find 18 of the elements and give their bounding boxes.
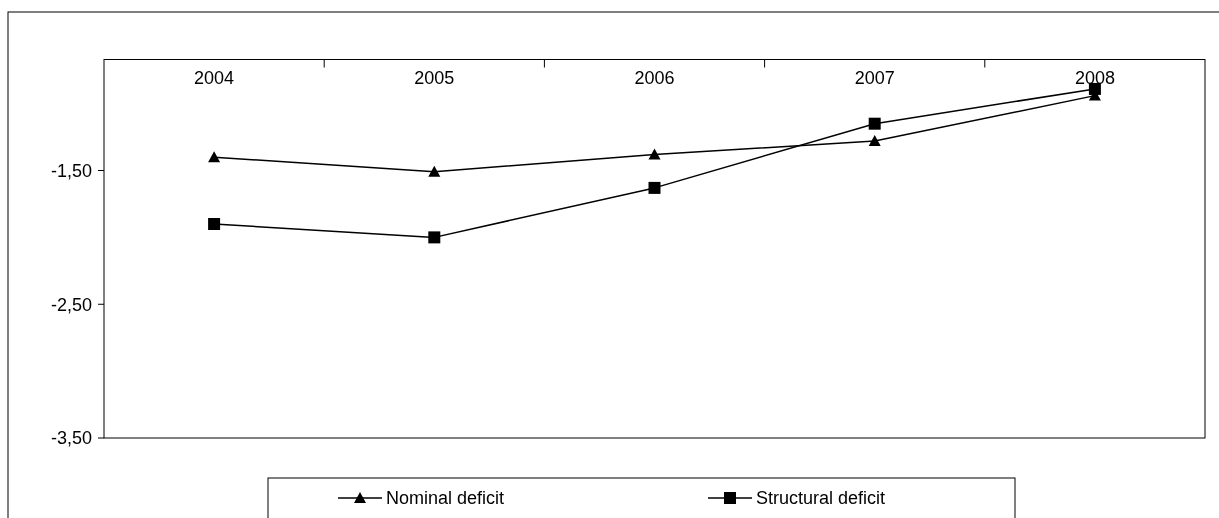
y-tick-label: -1,50: [50, 160, 92, 181]
legend-label: Structural deficit: [756, 488, 886, 509]
legend-label: Nominal deficit: [386, 488, 505, 509]
point: [208, 218, 221, 231]
point: [428, 165, 441, 177]
x-tick-label: 2004: [194, 68, 235, 88]
point: [428, 231, 441, 244]
x-tick-label: 2008: [1074, 68, 1115, 88]
y-tick-label: -2,50: [50, 294, 92, 315]
point: [648, 148, 661, 160]
x-tick-label: 2005: [414, 68, 455, 88]
point: [208, 151, 221, 163]
point: [648, 181, 661, 194]
point: [868, 117, 881, 130]
x-tick-label: 2006: [634, 68, 675, 88]
point: [868, 135, 881, 147]
x-tick-label: 2007: [854, 68, 895, 88]
y-tick-label: -3,50: [50, 428, 92, 449]
